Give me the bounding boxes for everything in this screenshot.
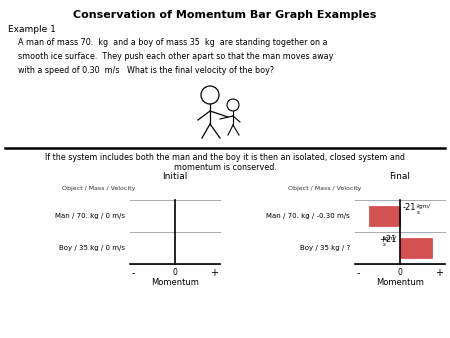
- Text: A man of mass 70.  kg  and a boy of mass 35  kg  are standing together on a: A man of mass 70. kg and a boy of mass 3…: [18, 38, 328, 47]
- Bar: [400, 238, 432, 258]
- Text: Momentum: Momentum: [151, 278, 199, 287]
- Text: Final: Final: [390, 172, 410, 181]
- Text: Momentum: Momentum: [376, 278, 424, 287]
- Text: Object / Mass / Velocity: Object / Mass / Velocity: [288, 186, 361, 191]
- Text: kgm/
s: kgm/ s: [417, 204, 431, 215]
- Text: 0: 0: [397, 268, 402, 277]
- Text: with a speed of 0.30  m/s   What is the final velocity of the boy?: with a speed of 0.30 m/s What is the fin…: [18, 66, 274, 75]
- Text: -21: -21: [403, 203, 417, 212]
- Text: +21: +21: [380, 235, 397, 244]
- Text: Boy / 35 kg / 0 m/s: Boy / 35 kg / 0 m/s: [59, 245, 125, 251]
- Text: +: +: [435, 268, 443, 278]
- Text: kgm/
s: kgm/ s: [383, 236, 397, 247]
- Text: Initial: Initial: [162, 172, 188, 181]
- Text: Object / Mass / Velocity: Object / Mass / Velocity: [63, 186, 136, 191]
- Text: Example 1: Example 1: [8, 25, 56, 34]
- Text: Man / 70. kg / -0.30 m/s: Man / 70. kg / -0.30 m/s: [266, 213, 350, 219]
- Text: +: +: [210, 268, 218, 278]
- Text: Conservation of Momentum Bar Graph Examples: Conservation of Momentum Bar Graph Examp…: [73, 10, 377, 20]
- Text: smooth ice surface.  They push each other apart so that the man moves away: smooth ice surface. They push each other…: [18, 52, 333, 61]
- Text: -: -: [357, 268, 360, 278]
- Text: If the system includes both the man and the boy it is then an isolated, closed s: If the system includes both the man and …: [45, 153, 405, 172]
- Text: Man / 70. kg / 0 m/s: Man / 70. kg / 0 m/s: [55, 213, 125, 219]
- Bar: [369, 206, 400, 226]
- Text: Boy / 35 kg / ?: Boy / 35 kg / ?: [300, 245, 350, 251]
- Text: 0: 0: [172, 268, 177, 277]
- Text: -: -: [132, 268, 135, 278]
